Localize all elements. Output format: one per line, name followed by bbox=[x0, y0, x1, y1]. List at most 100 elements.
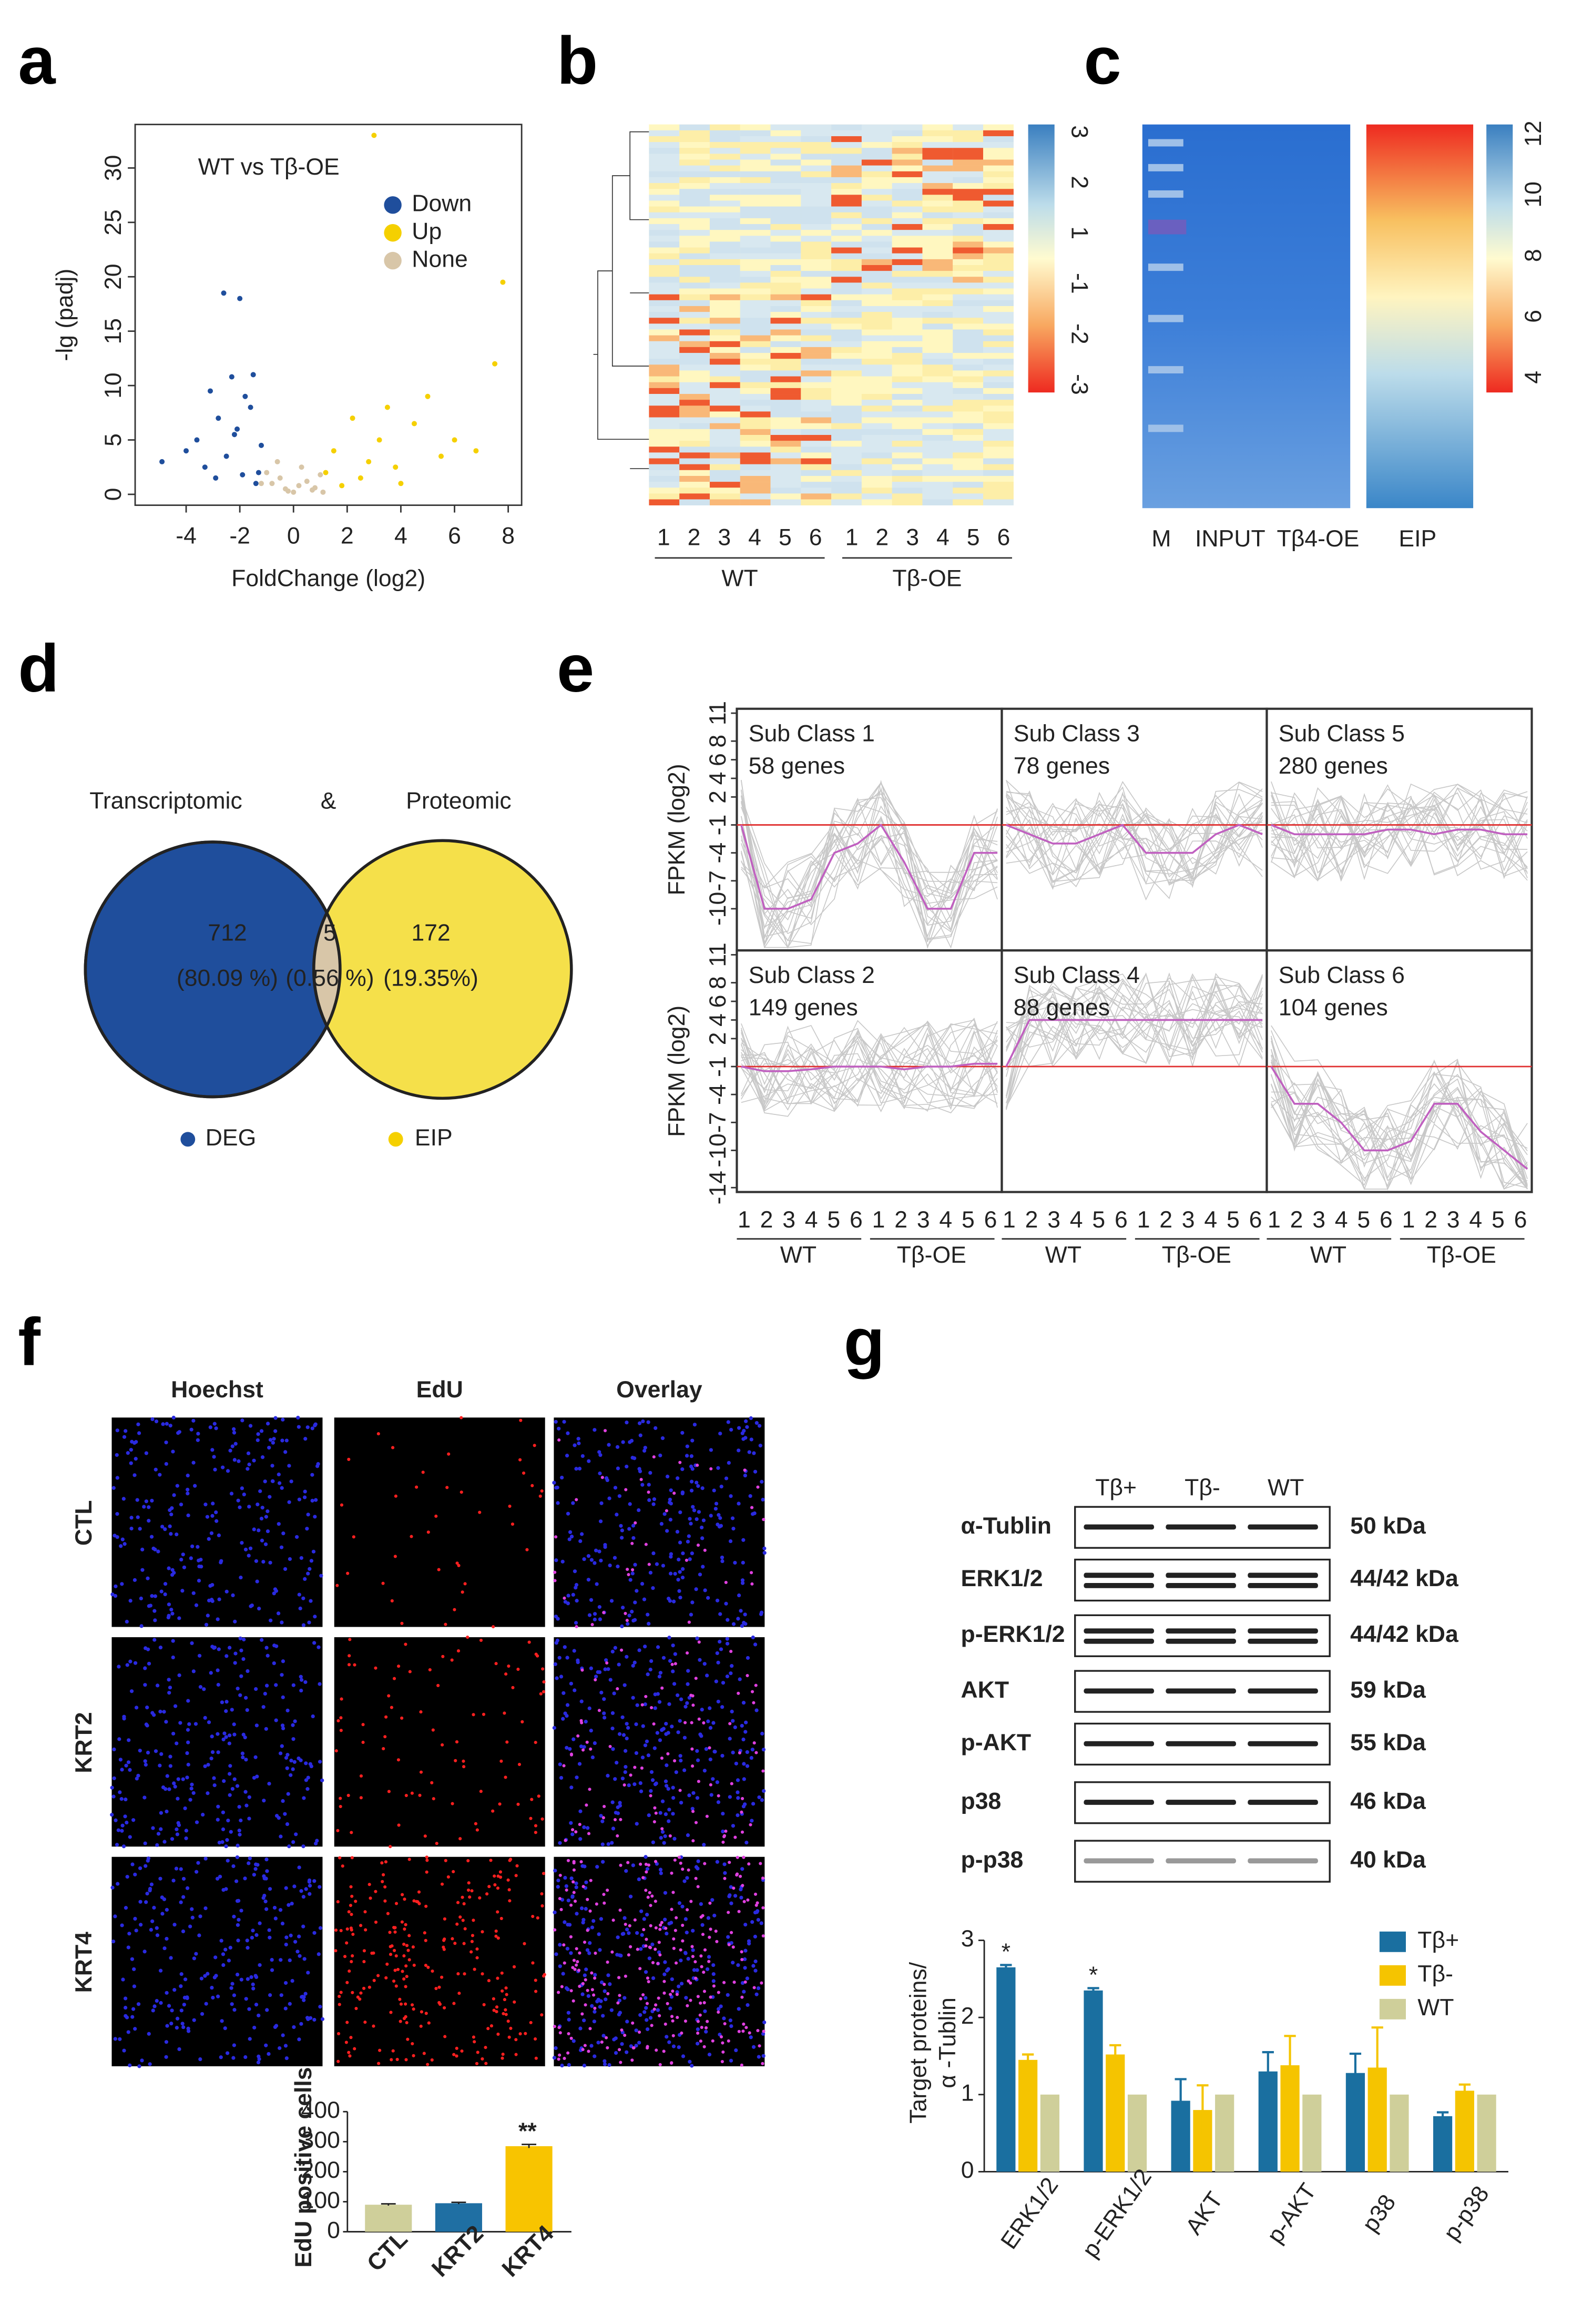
edu-dot bbox=[647, 1863, 650, 1867]
nucleus bbox=[648, 1470, 652, 1475]
edu-dot bbox=[652, 1722, 656, 1726]
heatmap-cell bbox=[679, 464, 710, 471]
nucleus bbox=[280, 1673, 284, 1677]
heatmap-cell bbox=[649, 306, 680, 312]
edu-dot bbox=[495, 2005, 499, 2009]
nucleus bbox=[625, 2050, 629, 2054]
edu-dot bbox=[336, 2059, 340, 2063]
heatmap-cell bbox=[649, 411, 680, 418]
y-tick-label: 2 bbox=[705, 790, 731, 804]
heatmap-cell bbox=[649, 130, 680, 137]
nucleus bbox=[637, 1508, 641, 1513]
edu-dot bbox=[353, 1663, 356, 1667]
nucleus bbox=[117, 1737, 121, 1741]
heatmap-cell bbox=[892, 189, 923, 195]
edu-dot bbox=[696, 2019, 700, 2023]
edu-dot bbox=[377, 2062, 381, 2065]
percent: (19.35%) bbox=[383, 966, 478, 991]
heatmap-cell bbox=[679, 253, 710, 260]
nucleus bbox=[604, 1997, 608, 2002]
nucleus bbox=[667, 2040, 671, 2044]
heatmap-cell bbox=[892, 434, 923, 441]
heatmap-cell bbox=[649, 259, 680, 266]
heatmap-cell bbox=[740, 189, 771, 195]
nucleus bbox=[165, 1991, 169, 1995]
heatmap-cell bbox=[983, 241, 1014, 248]
nucleus bbox=[696, 1484, 700, 1488]
heatmap-cell bbox=[740, 464, 771, 471]
heatmap-cell bbox=[770, 458, 801, 464]
nucleus bbox=[310, 1426, 314, 1430]
nucleus bbox=[582, 1557, 586, 1561]
edu-dot bbox=[624, 1974, 627, 1978]
nucleus bbox=[118, 2037, 122, 2041]
heatmap-cell bbox=[983, 405, 1014, 412]
edu-dot bbox=[744, 2026, 748, 2029]
heatmap-cell bbox=[953, 446, 984, 453]
heatmap-cell bbox=[801, 124, 832, 131]
nucleus bbox=[155, 1843, 159, 1848]
nucleus bbox=[644, 2006, 648, 2010]
nucleus bbox=[676, 1693, 680, 1698]
nucleus bbox=[213, 1955, 218, 1960]
heatmap-cell bbox=[740, 230, 771, 236]
y-tick-label: -7 bbox=[705, 1112, 731, 1133]
nucleus bbox=[639, 1909, 644, 1913]
edu-dot bbox=[557, 2026, 561, 2029]
heatmap-cell bbox=[892, 312, 923, 318]
nucleus bbox=[642, 2010, 647, 2014]
heatmap-cell bbox=[922, 347, 953, 353]
protein-label: p-ERK1/2 bbox=[961, 1621, 1065, 1647]
nucleus bbox=[216, 1750, 220, 1754]
nucleus bbox=[127, 1932, 131, 1936]
edu-dot bbox=[697, 1640, 701, 1644]
nucleus bbox=[140, 1547, 145, 1552]
edu-dot bbox=[405, 2021, 409, 2025]
nucleus bbox=[175, 1832, 180, 1836]
nucleus bbox=[186, 1491, 190, 1496]
heatmap-cell bbox=[922, 423, 953, 430]
edu-dot bbox=[732, 1981, 736, 1984]
heatmap-cell bbox=[922, 142, 953, 148]
heatmap-cell bbox=[983, 364, 1014, 371]
heatmap-cell bbox=[649, 265, 680, 271]
nucleus bbox=[207, 1537, 211, 1541]
nucleus bbox=[179, 1984, 183, 1988]
edu-dot bbox=[392, 1979, 396, 1983]
heatmap-cell bbox=[892, 329, 923, 336]
nucleus bbox=[750, 1920, 754, 1924]
edu-dot bbox=[456, 1972, 460, 1976]
nucleus bbox=[588, 1941, 592, 1945]
heatmap-cell bbox=[770, 335, 801, 342]
point bbox=[312, 485, 318, 491]
heatmap-cell bbox=[679, 265, 710, 271]
heatmap-cell bbox=[953, 265, 984, 271]
gene-profile bbox=[1006, 780, 1263, 874]
nucleus bbox=[132, 1984, 137, 1988]
edu-dot bbox=[593, 1976, 597, 1980]
nucleus bbox=[266, 1422, 270, 1426]
edu-dot bbox=[686, 2004, 689, 2007]
heatmap-cell bbox=[740, 265, 771, 271]
point bbox=[242, 393, 248, 399]
heatmap-cell bbox=[649, 329, 680, 336]
nucleus bbox=[744, 1840, 749, 1845]
nucleus bbox=[211, 1995, 215, 2000]
edu-dot bbox=[649, 1904, 652, 1907]
edu-dot bbox=[653, 1806, 657, 1810]
nucleus bbox=[284, 1886, 288, 1890]
nucleus bbox=[130, 2015, 135, 2019]
nucleus bbox=[307, 1620, 311, 1625]
nucleus bbox=[595, 1865, 599, 1869]
nucleus bbox=[625, 1464, 629, 1469]
point bbox=[299, 464, 304, 470]
nucleus bbox=[594, 1675, 598, 1679]
heatmap-cell bbox=[953, 482, 984, 488]
nucleus bbox=[607, 1443, 611, 1447]
edu-dot bbox=[672, 1491, 676, 1495]
edu-dot bbox=[382, 1873, 385, 1876]
nucleus bbox=[652, 1746, 657, 1750]
nucleus bbox=[677, 1557, 681, 1562]
heatmap-cell bbox=[922, 177, 953, 184]
heatmap-cell bbox=[983, 388, 1014, 394]
